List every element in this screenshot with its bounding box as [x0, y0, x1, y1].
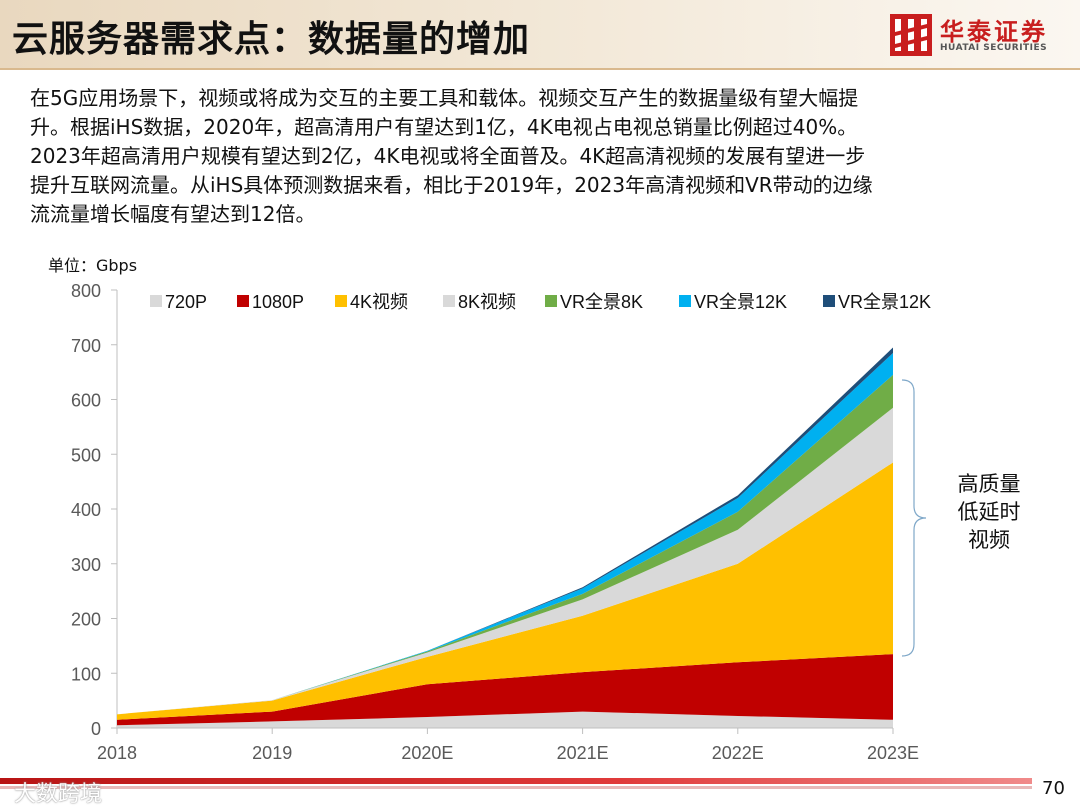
- y-tick-label: 300: [71, 555, 101, 575]
- huatai-logo: 华泰证券 HUATAI SECURITIES: [890, 12, 1060, 60]
- x-tick-label: 2019: [252, 743, 292, 763]
- legend-label: VR全景12K: [838, 292, 931, 312]
- legend-swatch: [823, 295, 835, 307]
- body-line: 流流量增长幅度有望达到12倍。: [30, 202, 316, 226]
- x-tick-label: 2023E: [867, 743, 919, 763]
- legend-label: 4K视频: [350, 292, 408, 312]
- y-tick-label: 800: [71, 281, 101, 301]
- legend-swatch: [335, 295, 347, 307]
- y-tick-label: 400: [71, 500, 101, 520]
- legend-label: 8K视频: [458, 292, 516, 312]
- area-series-2: [117, 654, 893, 726]
- page-title: 云服务器需求点：数据量的增加: [12, 19, 531, 60]
- y-tick-label: 100: [71, 664, 101, 684]
- legend-swatch: [150, 295, 162, 307]
- body-line: 在5G应用场景下，视频或将成为交互的主要工具和载体。视频交互产生的数据量级有望大…: [30, 86, 859, 110]
- area-series-1: [117, 711, 893, 728]
- area-series-3: [117, 462, 893, 720]
- legend-swatch: [443, 295, 455, 307]
- body-line: 提升互联网流量。从iHS具体预测数据来看，相比于2019年，2023年高清视频和…: [30, 173, 873, 197]
- legend-swatch: [679, 295, 691, 307]
- legend-swatch: [545, 295, 557, 307]
- unit-label: 单位：Gbps: [48, 256, 138, 275]
- annotation-text: 视频: [968, 528, 1010, 552]
- page-number: 70: [1042, 778, 1065, 799]
- footer-bar-secondary: [0, 786, 1032, 789]
- legend-label: VR全景8K: [560, 292, 643, 312]
- x-tick-label: 2020E: [401, 743, 453, 763]
- legend-label: 1080P: [252, 292, 304, 312]
- huatai-logo-icon: [890, 14, 932, 56]
- watermark: 大数跨境: [14, 782, 103, 807]
- header-bar: 云服务器需求点：数据量的增加 华泰证券 HUATAI SECURITIES: [0, 0, 1080, 70]
- area-series-4: [117, 407, 893, 715]
- y-tick-label: 500: [71, 445, 101, 465]
- y-tick-label: 600: [71, 391, 101, 411]
- logo-text-en: HUATAI SECURITIES: [940, 43, 1048, 53]
- logo-text-cn: 华泰证券: [940, 18, 1048, 46]
- body-line: 2023年超高清用户规模有望达到2亿，4K电视或将全面普及。4K超高清视频的发展…: [30, 144, 866, 168]
- x-tick-label: 2018: [97, 743, 137, 763]
- body-line: 升。根据iHS数据，2020年，超高清用户有望达到1亿，4K电视占电视总销量比例…: [30, 115, 858, 139]
- body-paragraph: 在5G应用场景下，视频或将成为交互的主要工具和载体。视频交互产生的数据量级有望大…: [30, 84, 1040, 229]
- x-tick-label: 2022E: [712, 743, 764, 763]
- legend-label: VR全景12K: [694, 292, 787, 312]
- footer-bar: [0, 778, 1032, 784]
- legend-label: 720P: [165, 292, 207, 312]
- legend-swatch: [237, 295, 249, 307]
- y-tick-label: 200: [71, 610, 101, 630]
- x-tick-label: 2021E: [557, 743, 609, 763]
- annotation-text: 低延时: [958, 500, 1021, 524]
- annotation-bracket: [901, 379, 927, 657]
- annotation-text: 高质量: [958, 472, 1021, 496]
- y-tick-label: 700: [71, 336, 101, 356]
- y-tick-label: 0: [91, 719, 101, 739]
